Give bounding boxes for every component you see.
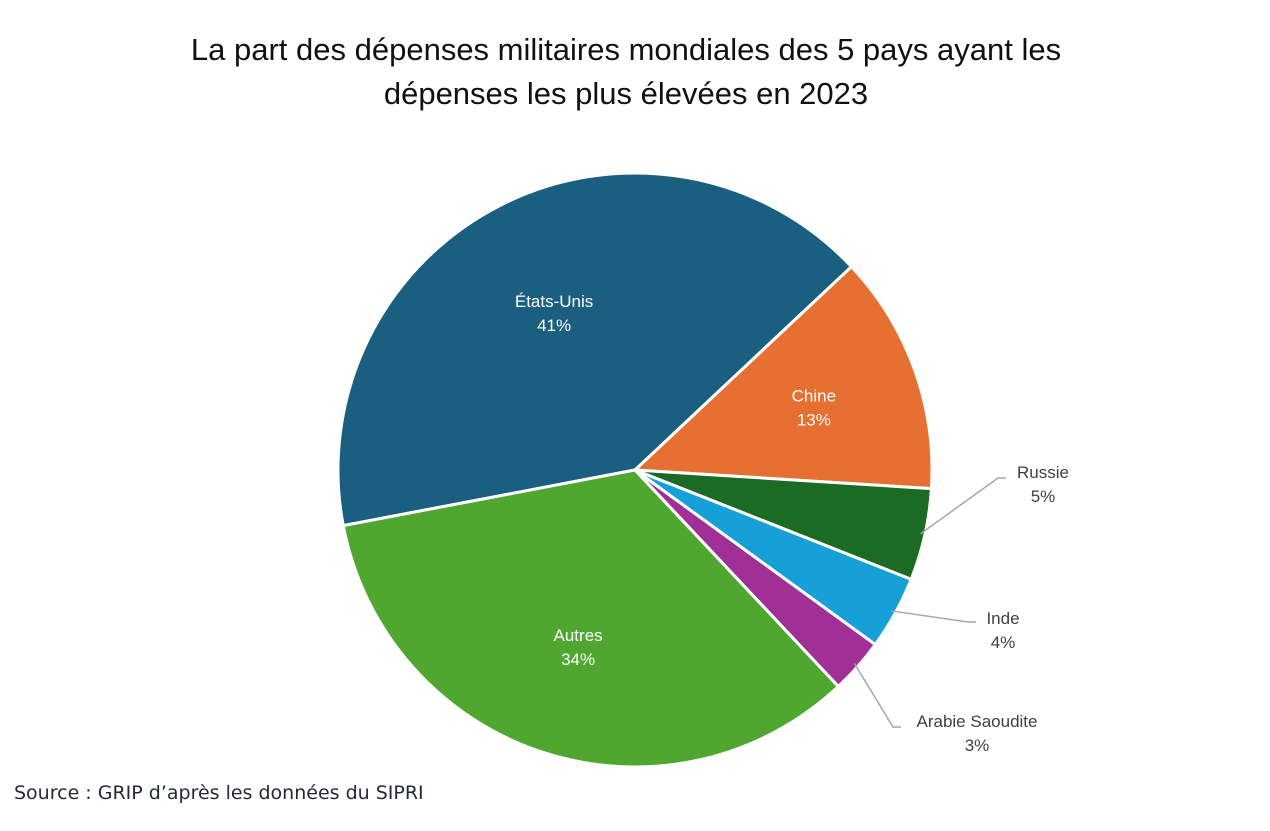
chart-title-line-2: dépenses les plus élevées en 2023 [383,76,869,111]
slice-value-russie: 5% [1031,487,1056,506]
chart-title-line-1: La part des dépenses militaires mondiale… [190,32,1062,67]
pie-slices [336,171,934,769]
slice-label-inde: Inde [986,609,1019,628]
pie-slice-etats-unis [336,171,854,528]
slice-value-autres: 34% [561,650,595,669]
slice-label-chine: Chine [792,387,836,406]
leader-line-inde [891,610,976,623]
leader-lines [853,477,1006,728]
slice-value-etats-unis: 41% [537,316,571,335]
slice-labels: États-Unis 41% Chine 13% Russie 5% Inde 4% Arabi… [515,292,1069,755]
chart-title: La part des dépenses militaires mondiale… [0,28,1252,116]
slice-label-autres: Autres [554,626,603,645]
leader-line-arabie-saoudite [853,663,901,728]
pie-slice-chine [633,265,934,491]
pie-slice-autres [341,468,840,769]
slice-label-etats-unis: États-Unis [515,292,593,311]
slice-value-inde: 4% [991,633,1016,652]
leader-line-russie [920,477,1006,535]
slice-label-russie: Russie [1017,463,1069,482]
source-note: Source : GRIP d’après les données du SIP… [14,782,424,804]
slice-value-chine: 13% [797,411,831,430]
slice-label-arabie-saoudite: Arabie Saoudite [917,712,1038,731]
slice-value-arabie-saoudite: 3% [965,736,990,755]
